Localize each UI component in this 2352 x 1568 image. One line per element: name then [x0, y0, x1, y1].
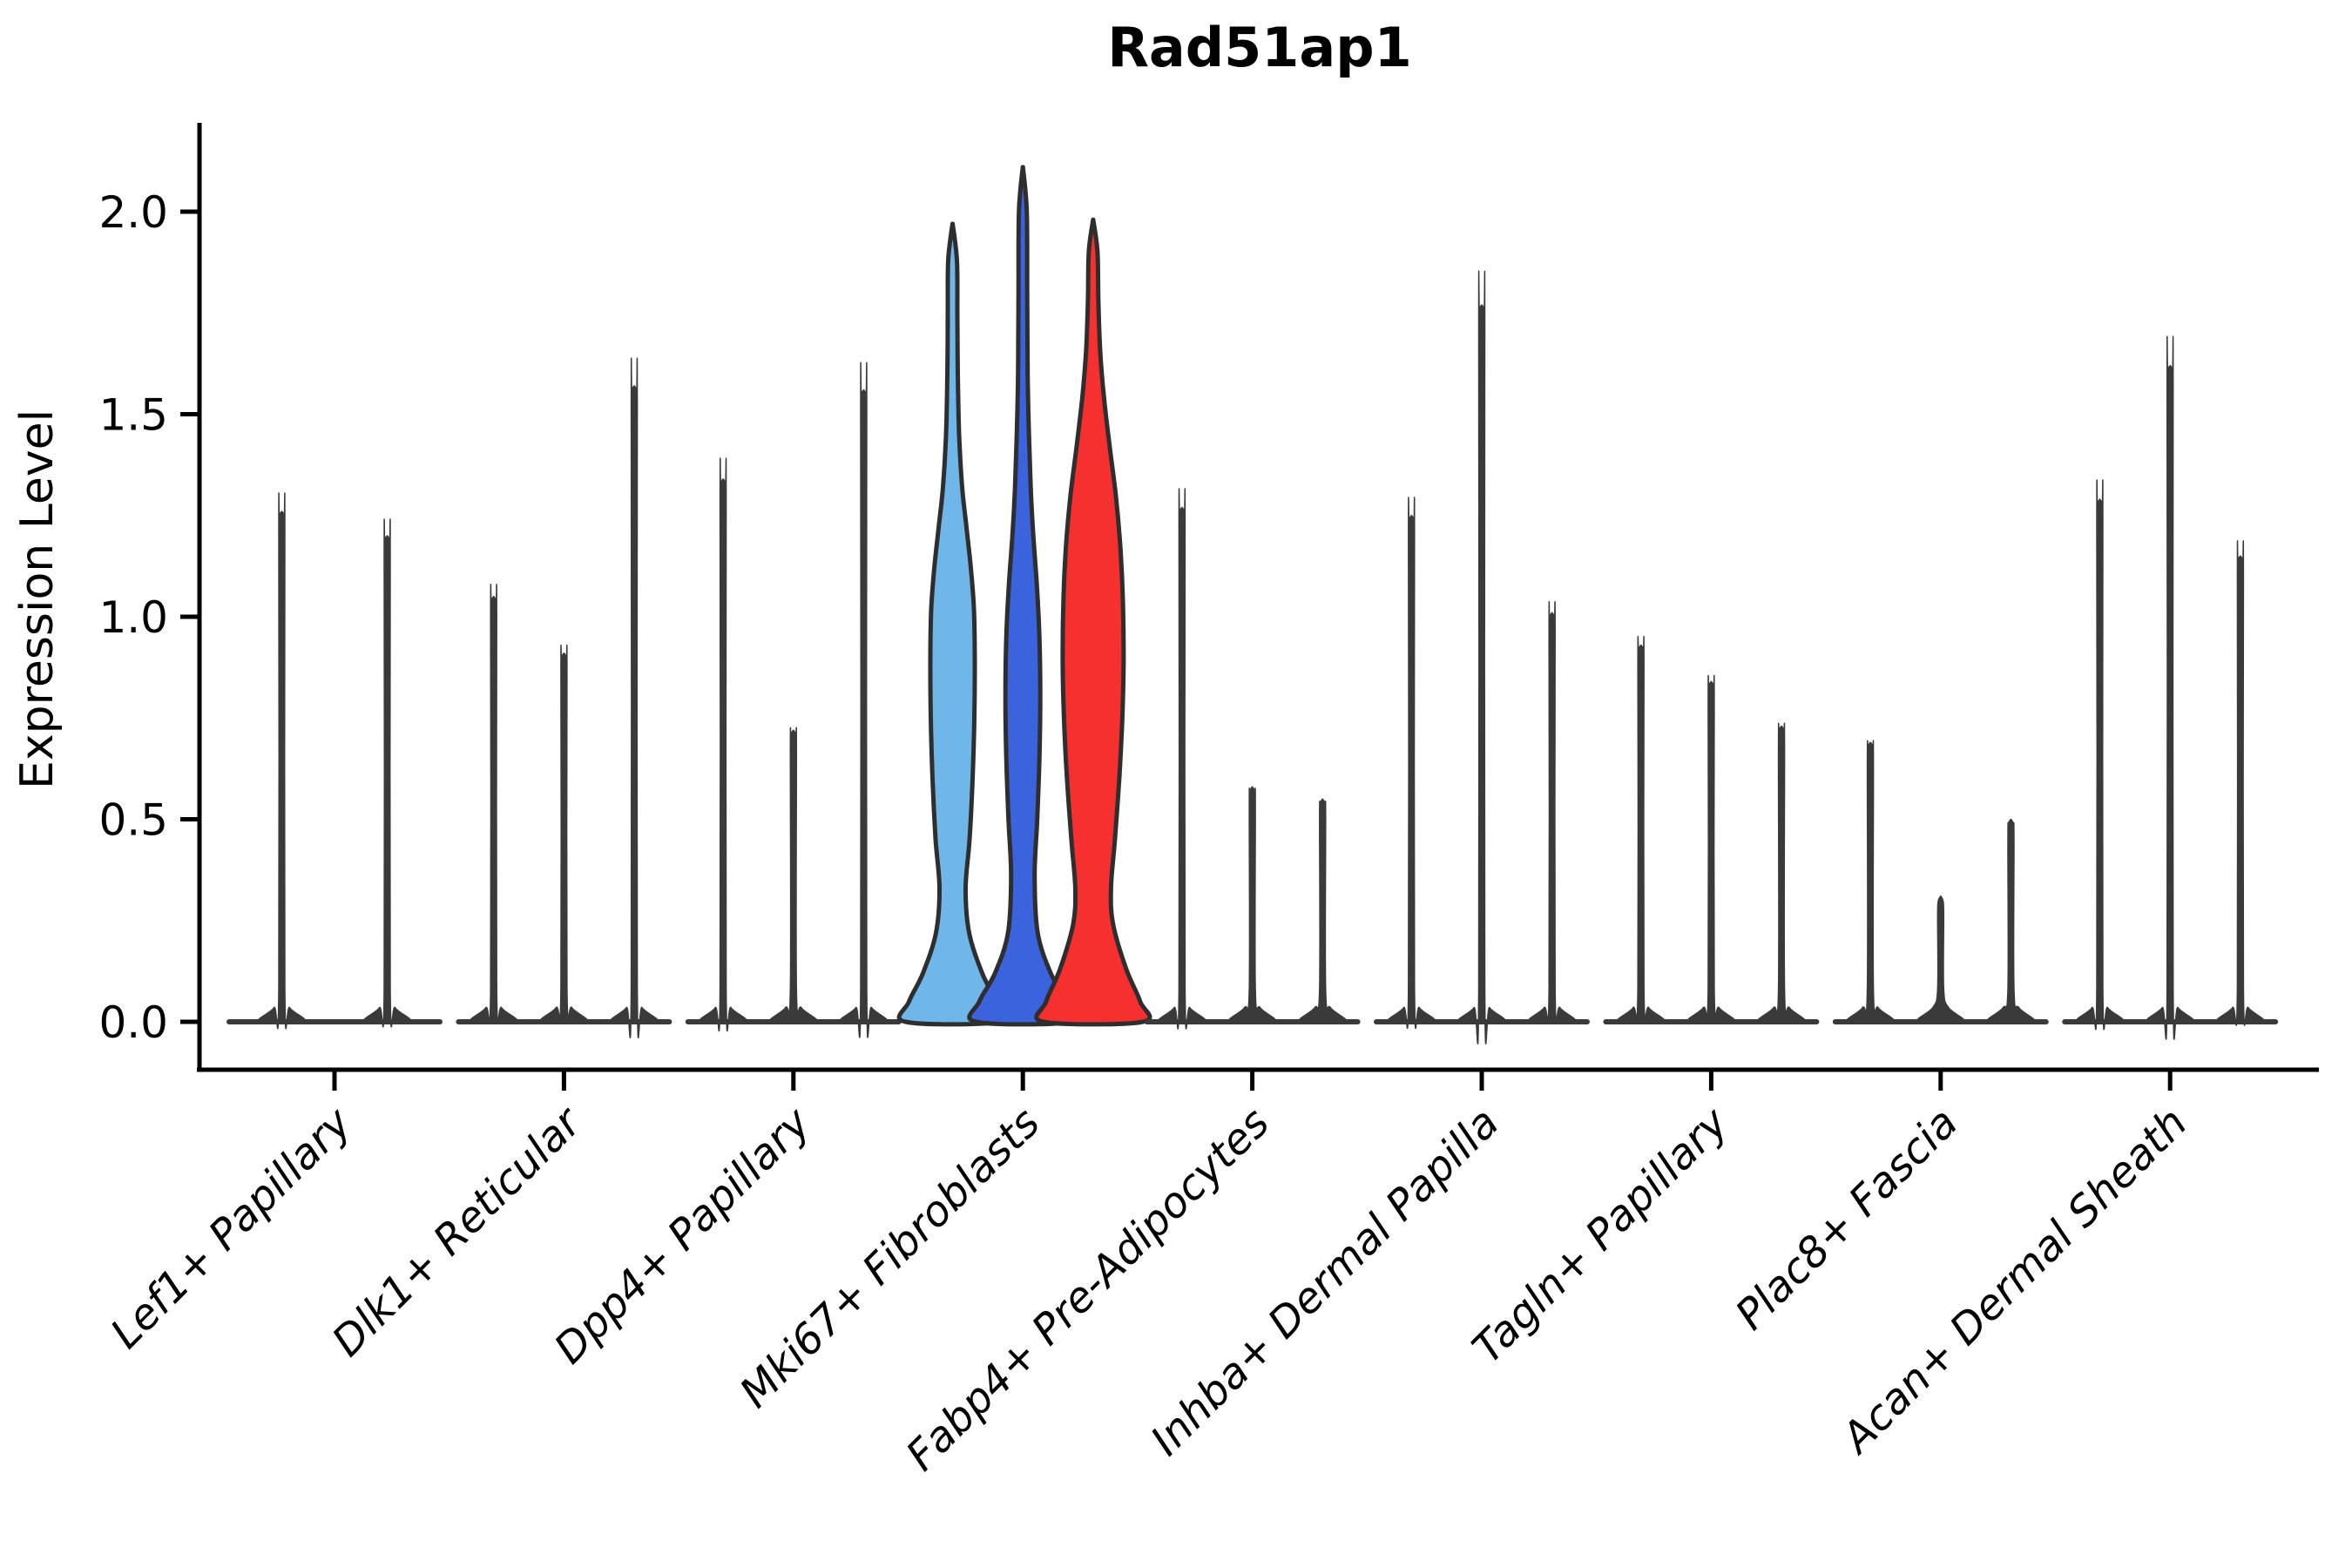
violin-highlighted: [967, 165, 1079, 1027]
violin: [2216, 540, 2265, 1026]
y-tick-label: 0.5: [98, 795, 168, 846]
y-tick-label: 1.5: [98, 390, 168, 441]
violin: [469, 584, 518, 1024]
x-tick-label: Dlk1+ Reticular: [323, 1097, 593, 1367]
x-tick-label: Tagln+ Papillary: [1463, 1098, 1739, 1373]
violin: [1846, 740, 1895, 1024]
y-tick-label: 1.0: [98, 592, 168, 643]
violin: [362, 518, 412, 1028]
y-tick-label: 2.0: [98, 187, 168, 238]
violin: [768, 727, 818, 1024]
violin: [257, 492, 307, 1030]
violin: [1986, 818, 2036, 1024]
violin: [539, 645, 589, 1024]
violin: [1616, 636, 1666, 1024]
violin: [2075, 479, 2125, 1031]
violin: [1298, 798, 1348, 1024]
violin: [1158, 488, 1206, 1030]
violin: [1227, 786, 1277, 1024]
chart-title: Rad51ap1: [1107, 16, 1412, 79]
violin: [699, 457, 747, 1032]
violin: [1387, 497, 1436, 1030]
violin: [1457, 270, 1506, 1044]
y-axis-title: Expression Level: [11, 409, 64, 789]
violin: [1757, 722, 1806, 1024]
violin: [610, 357, 659, 1038]
violin: [1527, 601, 1577, 1024]
x-tick-label: Dpp4+ Papillary: [545, 1098, 821, 1373]
violin-highlighted: [1034, 217, 1152, 1027]
violin: [1916, 896, 1965, 1024]
violin: [1686, 674, 1736, 1024]
y-tick-label: 0.0: [98, 997, 168, 1048]
x-tick-label: Plac8+ Fascia: [1727, 1098, 1968, 1340]
violin: [839, 362, 889, 1038]
x-tick-label: Lef1+ Papillary: [101, 1098, 362, 1358]
x-tick-label: Fabp4+ Pre-Adipocytes: [897, 1098, 1280, 1481]
violin: [2146, 335, 2195, 1040]
violin-highlighted: [896, 221, 1009, 1027]
